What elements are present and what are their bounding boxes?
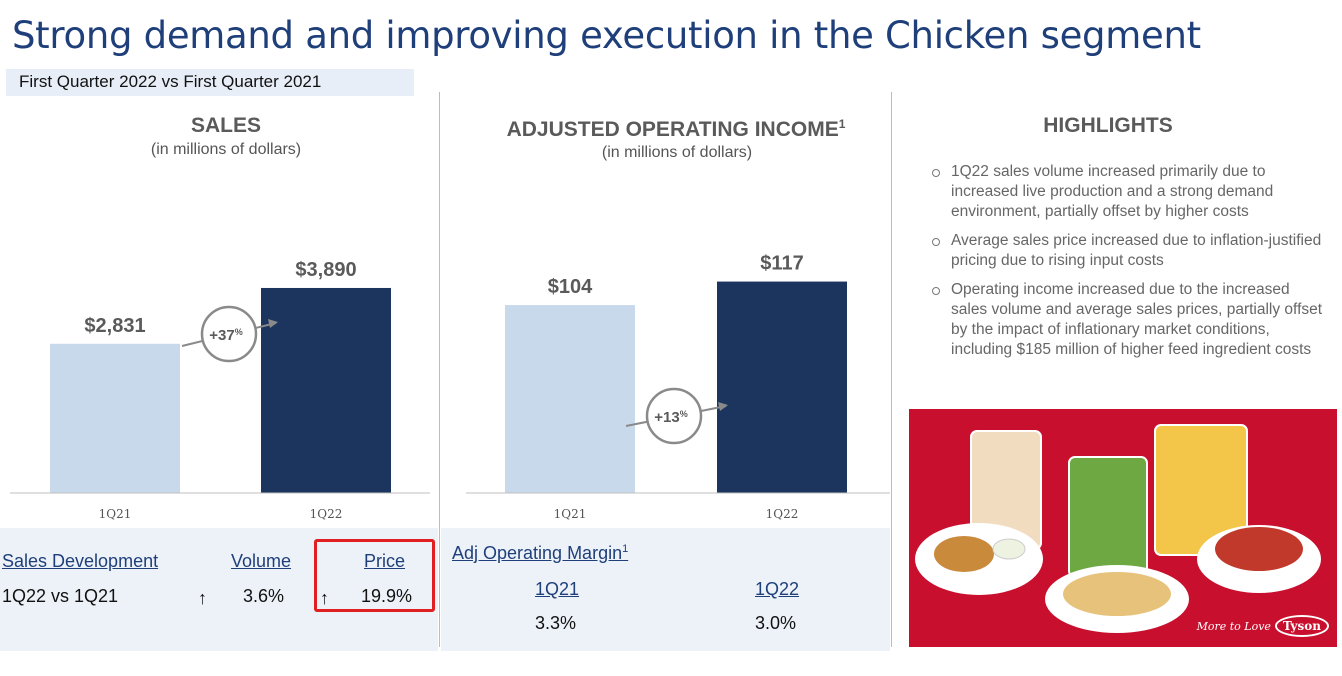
adj-margin-header-text: Adj Operating Margin bbox=[452, 543, 623, 563]
sales-growth-value: +37 bbox=[209, 327, 234, 344]
aoi-data-label-1q21: $104 bbox=[548, 276, 593, 298]
food-wings bbox=[1215, 527, 1303, 571]
adj-margin-header: Adj Operating Margin1 bbox=[452, 543, 628, 564]
bullet-icon bbox=[932, 238, 940, 246]
price-highlight-box bbox=[314, 539, 435, 612]
sales-heading: SALES bbox=[190, 114, 261, 137]
aoi-bar-chart: $104 $117 1Q21 1Q22 +13% bbox=[466, 253, 890, 521]
food-tenders bbox=[934, 536, 994, 572]
highlight-item: Average sales price increased due to inf… bbox=[930, 231, 1330, 271]
aoi-footnote-mark: 1 bbox=[838, 117, 846, 131]
sales-data-labels: $2,831 $3,890 bbox=[84, 259, 356, 337]
aoi-growth-arrow-head bbox=[718, 402, 728, 411]
aoi-bars bbox=[505, 281, 847, 493]
sales-development-header: Sales Development bbox=[2, 551, 159, 571]
price-header: Price bbox=[364, 551, 406, 571]
product-illustration bbox=[915, 424, 1321, 633]
logo-brand: Tyson bbox=[1274, 615, 1329, 637]
divider-right bbox=[891, 92, 892, 647]
sales-bar-chart: $2,831 $3,890 1Q21 1Q22 +37% bbox=[10, 259, 430, 521]
aoi-tick-label-1q21: 1Q21 bbox=[554, 507, 587, 521]
sales-growth-badge: +37% bbox=[181, 305, 278, 363]
aoi-growth-pct: % bbox=[680, 409, 688, 419]
sales-development-row-label: 1Q22 vs 1Q21 bbox=[2, 586, 119, 606]
volume-value: 3.6% bbox=[243, 586, 285, 606]
sales-growth-circle bbox=[200, 305, 258, 363]
highlight-text: Average sales price increased due to inf… bbox=[951, 232, 1322, 269]
aoi-growth-text: +13% bbox=[654, 409, 687, 426]
sales-unit-note: (in millions of dollars) bbox=[150, 141, 302, 158]
aoi-growth-badge: +13% bbox=[625, 387, 728, 445]
tyson-logo: More to Love Tyson bbox=[1197, 615, 1329, 637]
aoi-tick-label-1q22: 1Q22 bbox=[766, 507, 799, 521]
product-photo: More to Love Tyson bbox=[909, 409, 1337, 647]
sales-bar-1q21 bbox=[50, 343, 180, 493]
aoi-heading: ADJUSTED OPERATING INCOME1 bbox=[456, 117, 896, 142]
volume-header: Volume bbox=[231, 551, 292, 571]
divider-left bbox=[439, 92, 440, 647]
bullet-icon bbox=[932, 287, 940, 295]
adj-margin-col2-value: 3.0% bbox=[755, 613, 797, 633]
aoi-bar-1q22 bbox=[717, 281, 847, 493]
sales-data-label-1q22: $3,890 bbox=[295, 259, 356, 281]
adj-margin-band bbox=[441, 528, 890, 651]
aoi-data-labels: $104 $117 bbox=[548, 253, 804, 298]
aoi-ticks: 1Q21 1Q22 bbox=[554, 507, 799, 521]
highlight-item: 1Q22 sales volume increased primarily du… bbox=[930, 162, 1330, 222]
sales-growth-pct: % bbox=[235, 327, 243, 337]
adj-margin-col2-label: 1Q22 bbox=[755, 579, 800, 599]
volume-up-arrow: ↑ bbox=[198, 588, 207, 608]
aoi-heading-text: ADJUSTED OPERATING INCOME bbox=[506, 118, 839, 141]
sales-growth-arrow-head bbox=[268, 319, 278, 328]
price-up-arrow: ↑ bbox=[320, 588, 329, 608]
sales-bars bbox=[50, 287, 391, 493]
sales-growth-text: +37% bbox=[209, 327, 242, 344]
logo-tagline: More to Love bbox=[1196, 620, 1271, 633]
adj-margin-col1-value: 3.3% bbox=[535, 613, 577, 633]
sales-ticks: 1Q21 1Q22 bbox=[99, 507, 343, 521]
food-pasta bbox=[1063, 572, 1171, 616]
aoi-bar-1q21 bbox=[505, 305, 635, 493]
highlights-heading: HIGHLIGHTS bbox=[1043, 114, 1173, 137]
aoi-data-label-1q22: $117 bbox=[760, 253, 803, 275]
highlight-text: 1Q22 sales volume increased primarily du… bbox=[951, 163, 1274, 220]
aoi-growth-value: +13 bbox=[654, 409, 679, 426]
highlights-list: 1Q22 sales volume increased primarily du… bbox=[930, 162, 1330, 369]
bag-grilled-ready bbox=[1068, 456, 1148, 578]
page-title: Strong demand and improving execution in… bbox=[12, 14, 1201, 57]
aoi-growth-circle bbox=[645, 387, 703, 445]
sales-tick-label-1q22: 1Q22 bbox=[310, 507, 343, 521]
page-subtitle: First Quarter 2022 vs First Quarter 2021 bbox=[6, 69, 414, 96]
adj-margin-col1-label: 1Q21 bbox=[535, 579, 580, 599]
highlight-text: Operating income increased due to the in… bbox=[951, 281, 1323, 358]
sales-tick-label-1q21: 1Q21 bbox=[99, 507, 132, 521]
bullet-icon bbox=[932, 169, 940, 177]
sales-data-label-1q21: $2,831 bbox=[84, 315, 145, 337]
sales-development-band bbox=[0, 528, 438, 651]
highlight-item: Operating income increased due to the in… bbox=[930, 280, 1330, 360]
price-value: 19.9% bbox=[361, 586, 413, 606]
sales-bar-1q22 bbox=[261, 287, 391, 493]
adj-margin-footnote-mark: 1 bbox=[622, 543, 629, 555]
aoi-unit-note: (in millions of dollars) bbox=[601, 144, 753, 161]
dip-bowl bbox=[992, 538, 1026, 560]
